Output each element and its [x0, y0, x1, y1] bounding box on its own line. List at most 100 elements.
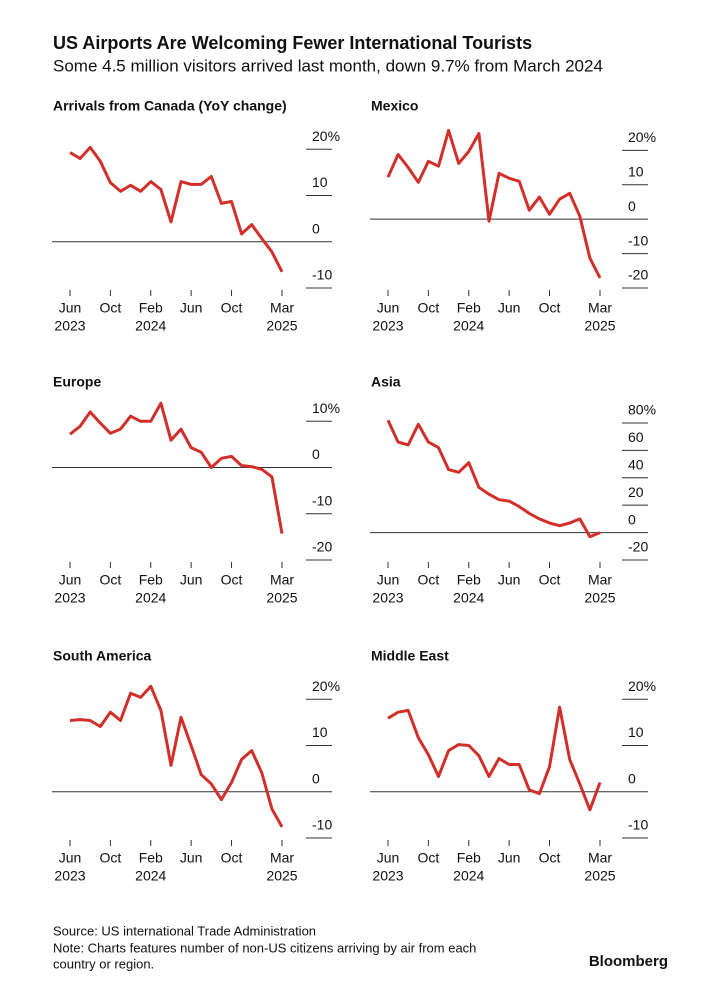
x-tick-year: 2023 — [372, 590, 403, 606]
x-tick-label: Feb — [457, 300, 481, 316]
page-subtitle: Some 4.5 million visitors arrived last m… — [53, 56, 603, 75]
x-tick-year: 2023 — [372, 318, 403, 334]
y-tick-label: 0 — [628, 770, 636, 786]
x-tick-label: Feb — [457, 850, 481, 866]
x-tick-label: Mar — [270, 850, 294, 866]
x-tick-year: 2023 — [54, 318, 85, 334]
x-tick-year: 2024 — [135, 318, 166, 334]
x-tick-year: 2024 — [135, 590, 166, 606]
y-tick-label: 20% — [312, 678, 340, 694]
x-tick-label: Oct — [539, 300, 561, 316]
x-tick-label: Jun — [59, 572, 82, 588]
y-tick-label: 0 — [628, 511, 636, 527]
x-tick-year: 2024 — [453, 318, 484, 334]
line-series — [386, 128, 602, 279]
x-tick-year: 2024 — [453, 868, 484, 884]
x-tick-label: Jun — [59, 850, 82, 866]
x-tick-label: Oct — [221, 300, 243, 316]
x-tick-label: Jun — [498, 300, 521, 316]
y-tick-label: 10% — [312, 400, 340, 416]
x-tick-label: Mar — [270, 300, 294, 316]
y-tick-label: -10 — [312, 817, 332, 833]
y-tick-label: -10 — [628, 817, 648, 833]
y-tick-label: 0 — [312, 770, 320, 786]
x-tick-year: 2025 — [266, 590, 297, 606]
x-tick-label: Mar — [588, 300, 612, 316]
x-tick-label: Jun — [180, 850, 203, 866]
x-tick-label: Feb — [139, 850, 163, 866]
x-tick-year: 2025 — [584, 590, 615, 606]
x-tick-label: Jun — [180, 300, 203, 316]
x-tick-label: Mar — [588, 572, 612, 588]
brand: Bloomberg — [589, 953, 668, 970]
x-tick-label: Oct — [539, 850, 561, 866]
panel-title: Middle East — [371, 648, 449, 664]
line-series — [69, 145, 284, 273]
y-tick-label: -10 — [628, 232, 648, 248]
x-tick-year: 2023 — [54, 590, 85, 606]
x-tick-year: 2023 — [372, 868, 403, 884]
y-tick-label: 80% — [628, 402, 656, 418]
x-tick-label: Mar — [270, 572, 294, 588]
panel-title: Arrivals from Canada (YoY change) — [53, 98, 287, 114]
x-tick-label: Oct — [99, 572, 121, 588]
y-tick-label: 20% — [312, 128, 340, 144]
y-tick-label: 20% — [628, 678, 656, 694]
source: Source: US international Trade Administr… — [53, 923, 316, 938]
y-tick-label: 10 — [628, 724, 644, 740]
x-tick-label: Oct — [221, 572, 243, 588]
line-series — [69, 684, 284, 828]
y-tick-label: 10 — [628, 163, 644, 179]
line-series — [387, 705, 602, 812]
y-tick-label: 10 — [312, 174, 328, 190]
x-tick-year: 2023 — [54, 868, 85, 884]
page-title: US Airports Are Welcoming Fewer Internat… — [53, 33, 532, 53]
y-tick-label: 20 — [628, 484, 644, 500]
note: Note: Charts features number of non-US c… — [53, 940, 476, 955]
x-tick-label: Jun — [377, 850, 400, 866]
line-series — [386, 419, 601, 539]
x-tick-year: 2025 — [266, 868, 297, 884]
x-tick-label: Oct — [417, 300, 439, 316]
x-tick-label: Jun — [498, 572, 521, 588]
y-tick-label: -20 — [628, 539, 648, 555]
panel-title: South America — [53, 648, 151, 664]
x-tick-label: Jun — [180, 572, 203, 588]
x-tick-label: Oct — [99, 300, 121, 316]
x-tick-year: 2024 — [135, 868, 166, 884]
x-tick-year: 2024 — [453, 590, 484, 606]
x-tick-label: Mar — [588, 850, 612, 866]
note: country or region. — [53, 956, 154, 971]
y-tick-label: 20% — [628, 129, 656, 145]
y-tick-label: -10 — [312, 492, 332, 508]
panel-title: Europe — [53, 374, 101, 390]
panel-title: Mexico — [371, 98, 418, 114]
x-tick-label: Feb — [139, 572, 163, 588]
y-tick-label: 0 — [312, 220, 320, 236]
x-tick-label: Jun — [59, 300, 82, 316]
x-tick-label: Jun — [377, 300, 400, 316]
x-tick-label: Jun — [377, 572, 400, 588]
x-tick-label: Jun — [498, 850, 521, 866]
x-tick-label: Oct — [539, 572, 561, 588]
y-tick-label: 60 — [628, 429, 644, 445]
x-tick-label: Oct — [417, 572, 439, 588]
x-tick-year: 2025 — [584, 318, 615, 334]
x-tick-year: 2025 — [584, 868, 615, 884]
y-tick-label: 0 — [628, 198, 636, 214]
panel-title: Asia — [371, 374, 401, 390]
y-tick-label: 0 — [312, 446, 320, 462]
x-tick-label: Oct — [417, 850, 439, 866]
x-tick-label: Oct — [221, 850, 243, 866]
y-tick-label: -20 — [628, 267, 648, 283]
y-tick-label: 10 — [312, 724, 328, 740]
y-tick-label: -10 — [312, 267, 332, 283]
y-tick-label: 40 — [628, 456, 644, 472]
line-series — [69, 401, 284, 534]
y-tick-label: -20 — [312, 539, 332, 555]
x-tick-label: Feb — [139, 300, 163, 316]
x-tick-label: Feb — [457, 572, 481, 588]
x-tick-label: Oct — [99, 850, 121, 866]
